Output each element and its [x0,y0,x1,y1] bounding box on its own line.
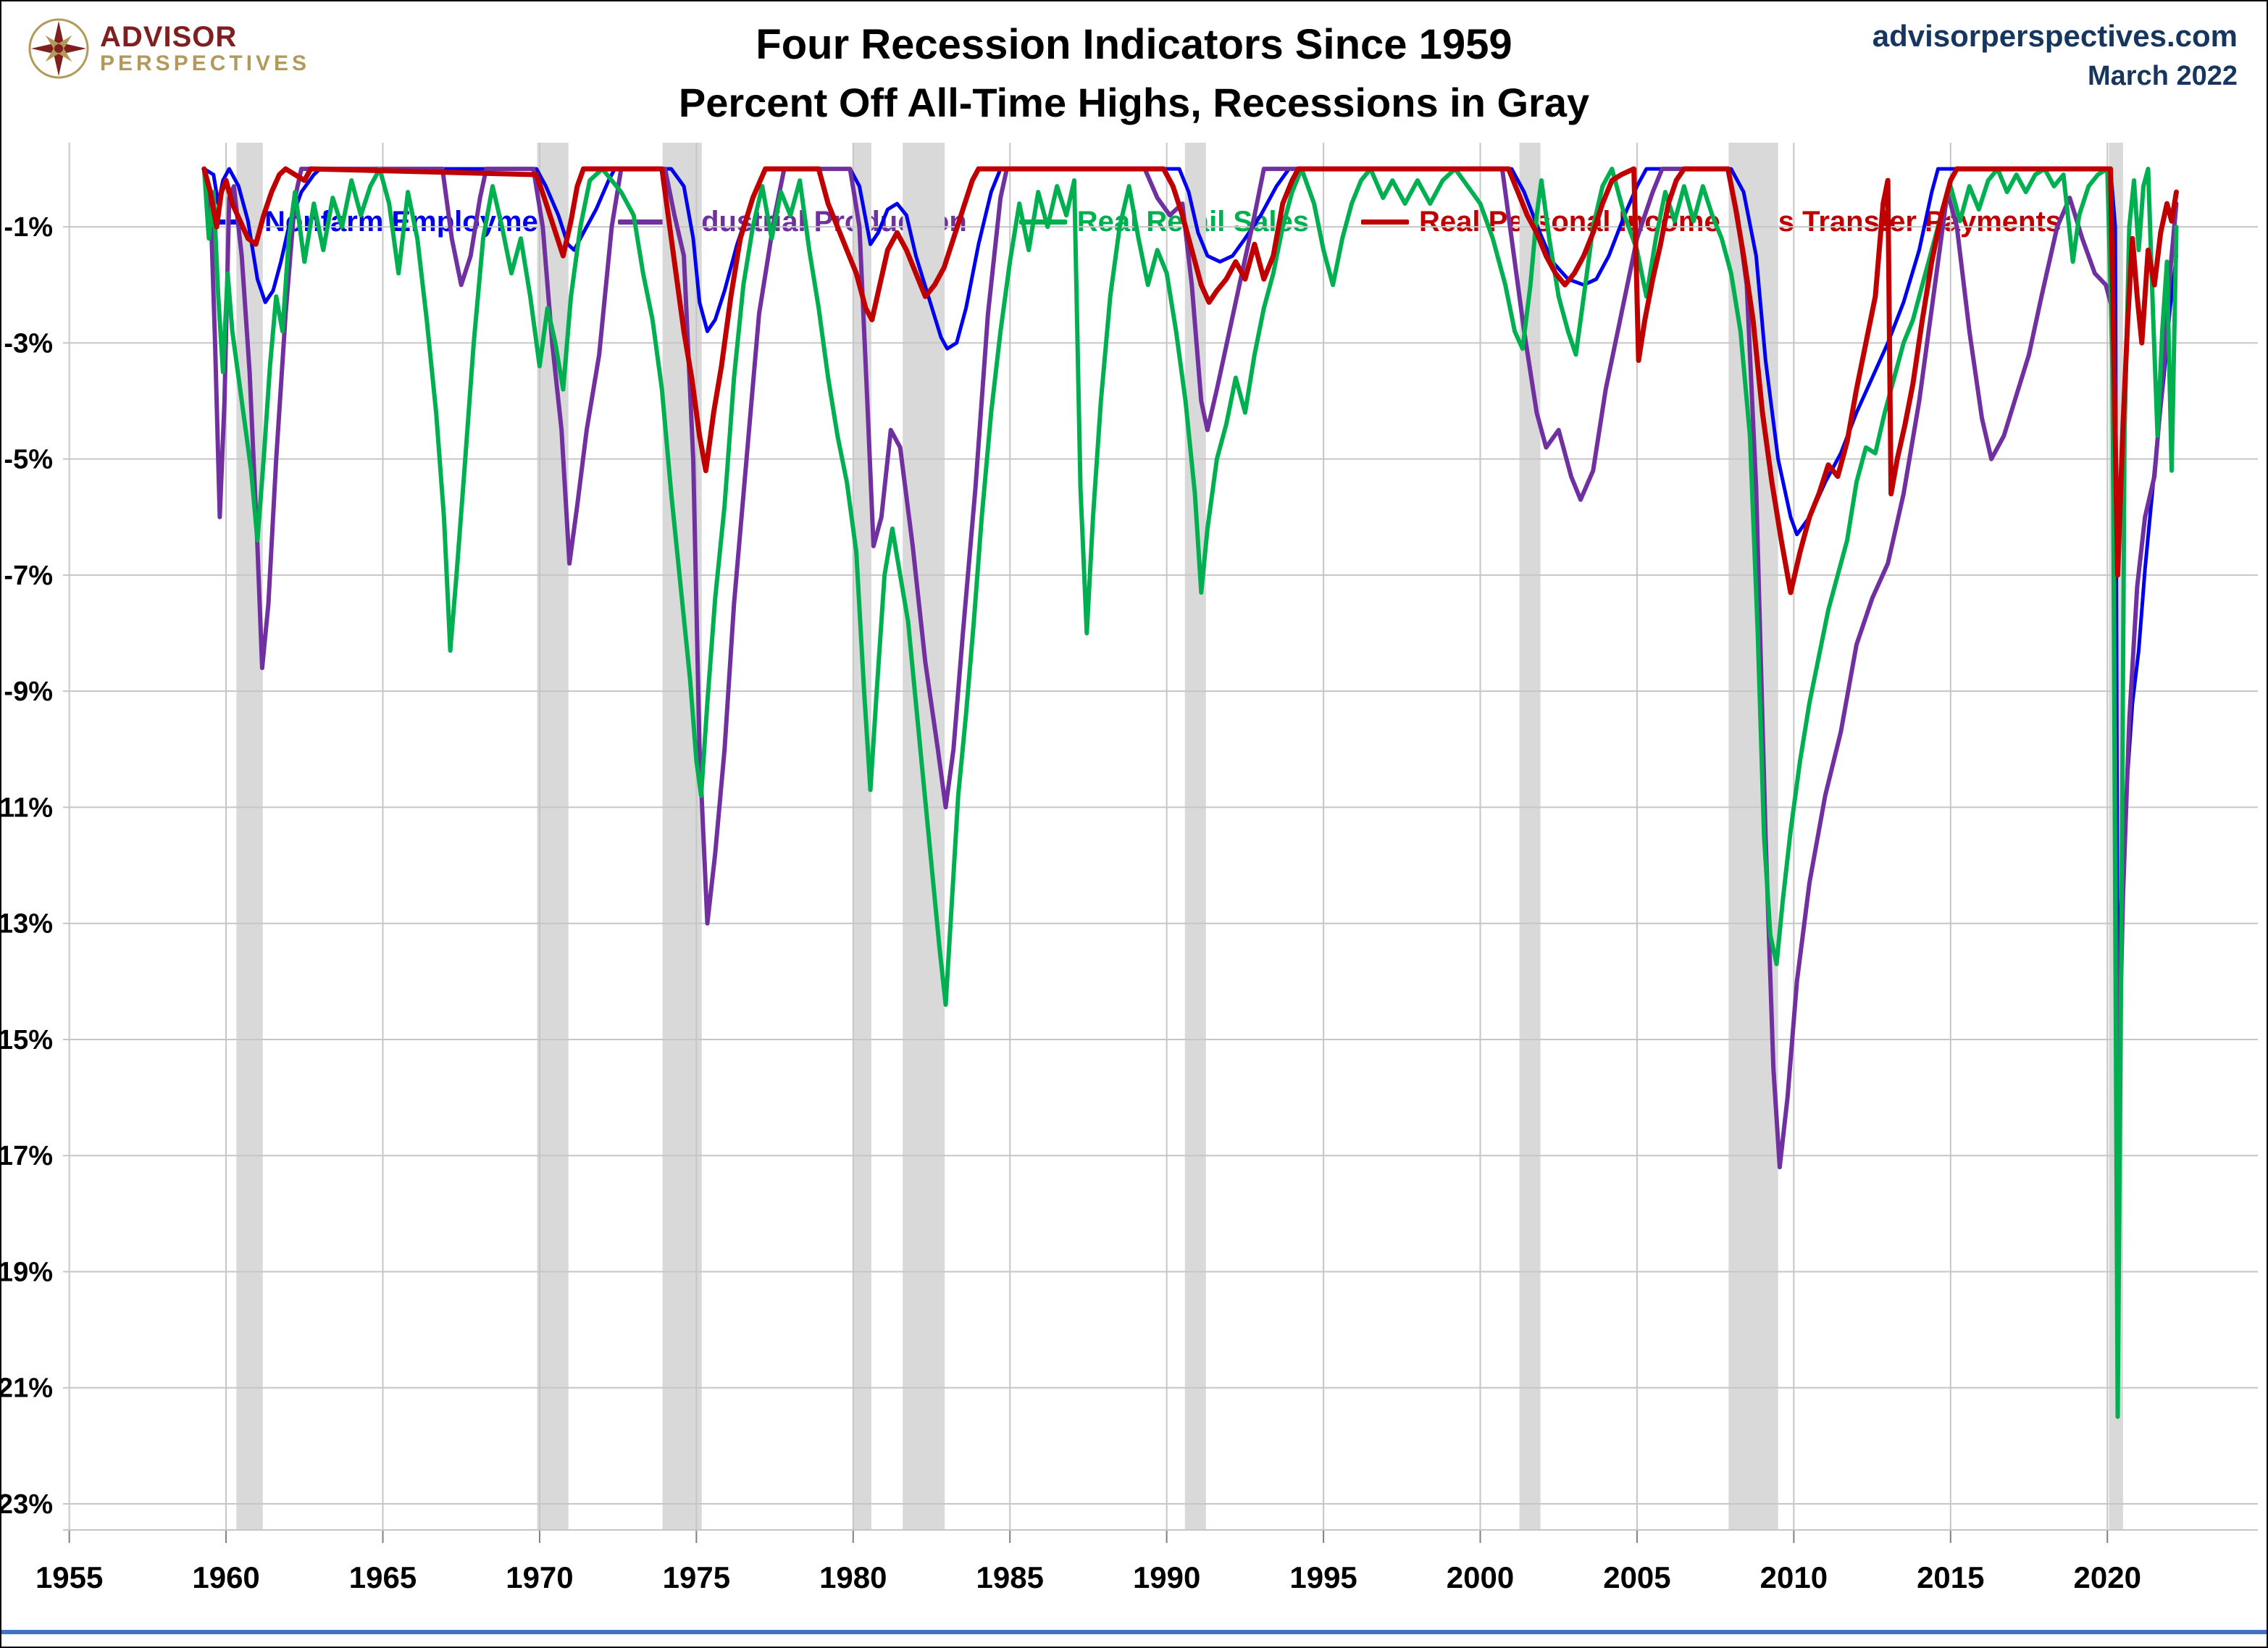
x-tick-label: 2010 [1760,1560,1828,1594]
source-date: March 2022 [2087,61,2238,91]
recession-band [903,143,945,1530]
bottom-rule [1,1630,2267,1634]
y-tick-label: -17% [1,1141,53,1171]
y-tick-label: -1% [4,212,53,243]
x-tick-label: 2015 [1917,1560,1984,1594]
legend-swatch-real-personal-income-less-transfer-payments [1360,219,1409,225]
x-tick-label: 2005 [1603,1560,1670,1594]
recession-band [662,143,702,1530]
title-block: Four Recession Indicators Since 1959 Per… [446,20,1823,126]
x-tick-label: 1975 [663,1560,730,1594]
chart-subtitle: Percent Off All-Time Highs, Recessions i… [678,80,1590,125]
y-tick-label: -5% [4,445,53,475]
x-tick-label: 1965 [349,1560,417,1594]
y-tick-label: -3% [4,328,53,359]
y-tick-label: -9% [4,677,53,707]
y-tick-label: -19% [1,1257,53,1287]
x-tick-label: 2020 [2074,1560,2141,1594]
x-tick-label: 1980 [819,1560,887,1594]
compass-rose-icon [28,18,89,79]
advisor-perspectives-logo: ADVISOR PERSPECTIVES [28,17,310,80]
y-tick-label: -7% [4,561,53,591]
y-tick-label: -15% [1,1025,53,1055]
x-tick-label: 1970 [506,1560,573,1594]
y-tick-label: -21% [1,1373,53,1404]
series-line-real-personal-income-less-transfer-payments [201,166,2179,595]
recession-band [1728,143,1778,1530]
recession-band [853,143,871,1530]
x-tick-label: 1990 [1133,1560,1200,1594]
x-tick-label: 1985 [976,1560,1044,1594]
logo-line1: ADVISOR [100,21,238,54]
y-tick-label: -11% [1,792,53,823]
x-tick-label: 1955 [35,1560,103,1594]
source-site: advisorperspectives.com [1872,19,2238,53]
recession-band [1184,143,1206,1530]
series-line-industrial-production [201,167,2179,1170]
source-block: advisorperspectives.com March 2022 [1872,19,2238,92]
x-tick-label: 2000 [1447,1560,1514,1594]
y-tick-label: -23% [1,1489,53,1520]
legend-swatch-real-retail-sales [1018,219,1067,225]
x-tick-label: 1995 [1289,1560,1357,1594]
legend-swatch-industrial-production [617,219,666,225]
logo-line2: PERSPECTIVES [100,51,311,76]
logo-text: ADVISOR PERSPECTIVES [100,22,310,75]
x-tick-label: 1960 [192,1560,259,1594]
y-tick-label: -13% [1,909,53,940]
chart-title: Four Recession Indicators Since 1959 [756,21,1512,68]
